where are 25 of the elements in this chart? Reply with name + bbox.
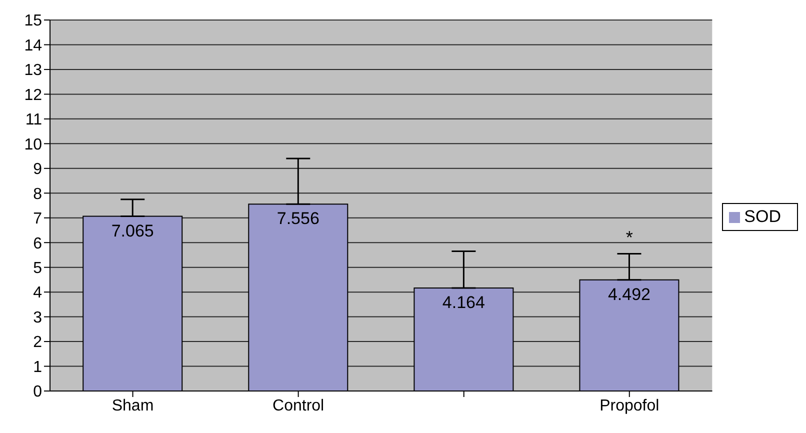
y-tick-label: 12: [24, 86, 42, 104]
y-tick-label: 14: [24, 37, 42, 54]
annotation: *: [626, 228, 633, 248]
x-tick-label: Control: [272, 397, 324, 414]
legend-label: SOD: [744, 206, 781, 226]
data-label: 4.492: [608, 284, 650, 304]
y-tick-label: 1: [33, 358, 42, 376]
y-tick-label: 3: [33, 309, 42, 326]
y-tick-label: 4: [33, 284, 42, 302]
y-tick-label: 5: [33, 260, 42, 278]
y-tick-label: 13: [24, 62, 42, 80]
y-tick-label: 6: [33, 235, 42, 252]
data-label: 7.556: [276, 209, 320, 228]
y-tick-label: 8: [33, 186, 42, 203]
y-tick-label: 0: [33, 384, 42, 401]
x-tick-label: Propofol: [600, 397, 660, 414]
y-tick-label: 11: [25, 112, 42, 129]
y-tick-label: 10: [24, 136, 42, 154]
y-tick-label: 7: [33, 210, 42, 228]
y-tick-label: 9: [33, 161, 42, 178]
data-label: 7.065: [111, 221, 154, 240]
y-tick-label: 15: [24, 12, 42, 30]
y-tick-label: 2: [33, 334, 42, 352]
x-tick-label: Sham: [112, 397, 154, 414]
data-label: 4.164: [442, 293, 485, 312]
